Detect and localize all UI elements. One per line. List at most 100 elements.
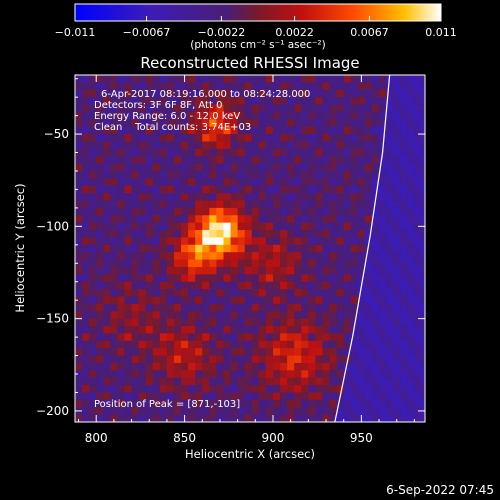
heatmap-cell: [159, 326, 168, 334]
heatmap-cell: [421, 148, 425, 157]
heatmap-cell: [258, 392, 267, 401]
heatmap-cell: [421, 274, 425, 283]
heatmap-cell: [371, 207, 380, 216]
heatmap-cell: [202, 355, 210, 364]
heatmap-cell: [96, 333, 104, 342]
y-axis-label: Heliocentric Y (arcsec): [13, 183, 27, 312]
heatmap-cell: [103, 244, 111, 253]
heatmap-cell: [364, 333, 373, 342]
heatmap-cell: [322, 134, 330, 142]
heatmap-cell: [386, 215, 394, 224]
heatmap-cell: [110, 148, 118, 157]
heatmap-cell: [181, 274, 189, 283]
heatmap-cell: [421, 392, 425, 401]
heatmap-cell: [407, 266, 415, 275]
heatmap-cell: [301, 141, 309, 150]
heatmap-cell: [216, 399, 224, 408]
heatmap-cell: [400, 303, 408, 312]
heatmap-cell: [386, 392, 394, 401]
heatmap-cell: [166, 148, 175, 157]
heatmap-cell: [364, 134, 373, 142]
heatmap-cell: [287, 399, 295, 408]
heatmap-cell: [110, 333, 118, 342]
heatmap-cell: [251, 414, 260, 422]
heatmap-cell: [173, 370, 182, 379]
heatmap-cell: [414, 377, 422, 386]
heatmap-cell: [124, 119, 132, 128]
heatmap-cell: [103, 207, 111, 216]
heatmap-cell: [202, 340, 210, 349]
heatmap-cell: [400, 399, 408, 408]
heatmap-cell: [329, 311, 338, 320]
heatmap-cell: [244, 407, 253, 416]
heatmap-cell: [386, 230, 394, 238]
annotation-time-range: 6-Apr-2017 08:19:16.000 to 08:24:28.000: [101, 89, 310, 100]
heatmap-cell: [244, 156, 253, 164]
heatmap-cell: [414, 259, 422, 268]
heatmap-cell: [265, 392, 274, 401]
heatmap-cell: [343, 281, 352, 290]
heatmap-cell: [230, 75, 239, 83]
heatmap-cell: [195, 215, 203, 224]
heatmap-cell: [152, 311, 161, 320]
heatmap-cell: [329, 230, 338, 238]
heatmap-cell: [237, 97, 246, 105]
heatmap-cell: [343, 134, 352, 142]
heatmap-cell: [371, 244, 380, 253]
heatmap-cell: [124, 274, 132, 283]
heatmap-cell: [173, 156, 182, 164]
heatmap-cell: [131, 340, 140, 349]
heatmap-cell: [287, 362, 295, 371]
heatmap-cell: [117, 126, 125, 135]
heatmap-cell: [244, 230, 253, 238]
heatmap-cell: [237, 89, 246, 98]
heatmap-cell: [322, 355, 330, 364]
heatmap-cell: [195, 266, 203, 275]
heatmap-cell: [315, 266, 323, 275]
heatmap-cell: [386, 259, 394, 268]
heatmap-cell: [209, 296, 217, 305]
heatmap-cell: [414, 126, 422, 135]
heatmap-cell: [265, 370, 274, 379]
heatmap-cell: [145, 266, 154, 275]
heatmap-cell: [315, 82, 323, 91]
heatmap-cell: [181, 318, 189, 327]
heatmap-cell: [301, 266, 309, 275]
heatmap-cell: [421, 126, 425, 135]
heatmap-cell: [315, 104, 323, 113]
heatmap-cell: [202, 119, 210, 128]
heatmap-cell: [421, 200, 425, 209]
heatmap-cell: [166, 111, 175, 120]
heatmap-cell: [138, 385, 147, 393]
heatmap-cell: [272, 385, 281, 393]
heatmap-cell: [386, 303, 394, 312]
heatmap-cell: [188, 318, 196, 327]
heatmap-cell: [188, 237, 196, 246]
heatmap-cell: [131, 377, 140, 386]
heatmap-cell: [357, 104, 366, 113]
heatmap-cell: [272, 355, 281, 364]
heatmap-cell: [166, 318, 175, 327]
heatmap-cell: [152, 252, 161, 260]
heatmap-cell: [110, 370, 118, 379]
heatmap-cell: [371, 377, 380, 386]
heatmap-cell: [379, 274, 387, 283]
heatmap-cell: [195, 230, 203, 238]
heatmap-cell: [308, 207, 316, 216]
heatmap-cell: [145, 148, 154, 157]
heatmap-cell: [173, 141, 182, 150]
heatmap-cell: [272, 97, 281, 105]
heatmap-cell: [96, 89, 104, 98]
heatmap-cell: [138, 148, 147, 157]
heatmap-cell: [329, 340, 338, 349]
heatmap-cell: [223, 89, 231, 98]
heatmap-cell: [371, 104, 380, 113]
heatmap-cell: [216, 252, 224, 260]
heatmap-cell: [166, 178, 175, 187]
heatmap-cell: [265, 156, 274, 164]
heatmap-cell: [202, 318, 210, 327]
heatmap-cell: [407, 414, 415, 422]
heatmap-cell: [75, 326, 83, 334]
heatmap-cell: [407, 141, 415, 150]
heatmap-cell: [287, 222, 295, 231]
